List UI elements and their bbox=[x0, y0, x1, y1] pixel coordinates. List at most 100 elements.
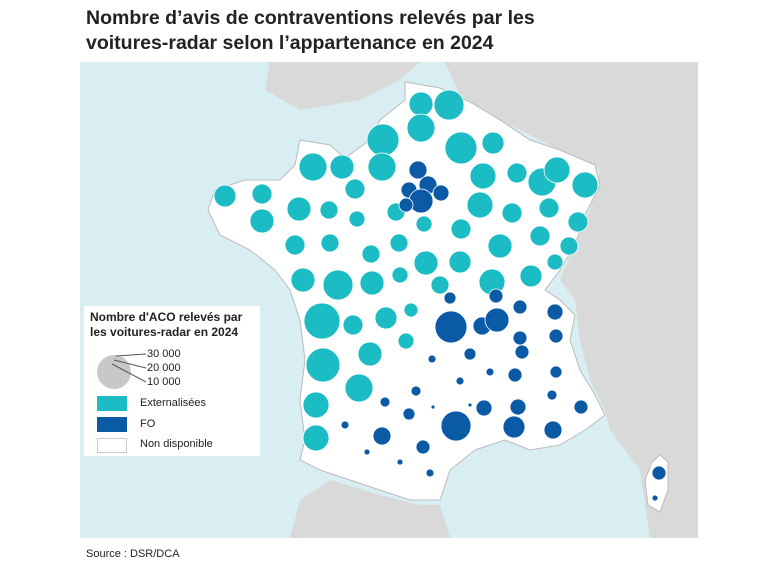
circle-fo bbox=[455, 376, 465, 386]
circle-fo bbox=[488, 288, 504, 304]
circle-fo bbox=[512, 330, 528, 346]
circle-externalisees bbox=[298, 152, 328, 182]
circle-externalisees bbox=[571, 171, 599, 199]
circle-fo bbox=[507, 367, 523, 383]
circle-fo bbox=[372, 426, 392, 446]
circle-externalisees bbox=[501, 202, 523, 224]
france-map bbox=[80, 62, 698, 538]
circle-externalisees bbox=[348, 210, 366, 228]
title-line-1: Nombre d’avis de contraventions relevés … bbox=[86, 7, 535, 29]
source-note: Source : DSR/DCA bbox=[86, 548, 180, 560]
circle-externalisees bbox=[302, 391, 330, 419]
circle-externalisees bbox=[359, 270, 385, 296]
circle-externalisees bbox=[529, 225, 551, 247]
circle-externalisees bbox=[403, 302, 419, 318]
circle-externalisees bbox=[367, 152, 397, 182]
circle-fo bbox=[549, 365, 563, 379]
circle-fo bbox=[415, 439, 431, 455]
circle-externalisees bbox=[286, 196, 312, 222]
circle-externalisees bbox=[213, 184, 237, 208]
circle-fo bbox=[432, 184, 450, 202]
circle-externalisees bbox=[469, 162, 497, 190]
circle-fo bbox=[548, 328, 564, 344]
circle-fo bbox=[430, 404, 436, 410]
circle-fo bbox=[398, 197, 414, 213]
circle-externalisees bbox=[397, 332, 415, 350]
circle-fo bbox=[443, 291, 457, 305]
circle-fo bbox=[402, 407, 416, 421]
circle-externalisees bbox=[361, 244, 381, 264]
legend-title-line-1: Nombre d'ACO relevés par bbox=[90, 310, 243, 324]
label-non-disponible: Non disponible bbox=[140, 438, 213, 450]
circle-externalisees bbox=[249, 208, 275, 234]
circle-fo bbox=[484, 307, 510, 333]
circle-externalisees bbox=[519, 264, 543, 288]
circle-fo bbox=[467, 402, 473, 408]
circle-externalisees bbox=[357, 341, 383, 367]
circle-externalisees bbox=[319, 200, 339, 220]
circle-externalisees bbox=[408, 91, 434, 117]
circle-externalisees bbox=[366, 123, 400, 157]
legend-title-line-2: les voitures-radar en 2024 bbox=[90, 325, 239, 339]
circle-externalisees bbox=[251, 183, 273, 205]
circle-externalisees bbox=[303, 302, 341, 340]
circle-fo bbox=[379, 396, 391, 408]
circle-fo bbox=[340, 420, 350, 430]
circle-externalisees bbox=[448, 250, 472, 274]
circle-externalisees bbox=[415, 215, 433, 233]
circle-fo bbox=[512, 299, 528, 315]
circle-fo bbox=[543, 420, 563, 440]
circle-externalisees bbox=[284, 234, 306, 256]
swatch-non-disponible bbox=[97, 438, 127, 453]
circle-fo bbox=[425, 468, 435, 478]
circle-fo bbox=[485, 367, 495, 377]
circle-fo bbox=[396, 458, 404, 466]
circle-fo bbox=[408, 188, 434, 214]
map-title: Nombre d’avis de contraventions relevés … bbox=[86, 6, 535, 56]
circle-fo bbox=[363, 448, 371, 456]
circle-fo bbox=[546, 303, 564, 321]
label-fo: FO bbox=[140, 418, 156, 430]
circle-layer bbox=[213, 89, 667, 502]
circle-fo bbox=[651, 494, 659, 502]
circle-externalisees bbox=[487, 233, 513, 259]
circle-externalisees bbox=[567, 211, 589, 233]
circle-fo bbox=[434, 310, 468, 344]
circle-fo bbox=[463, 347, 477, 361]
circle-externalisees bbox=[559, 236, 579, 256]
circle-fo bbox=[546, 389, 558, 401]
circle-externalisees bbox=[342, 314, 364, 336]
circle-fo bbox=[475, 399, 493, 417]
circle-externalisees bbox=[546, 253, 564, 271]
circle-fo bbox=[509, 398, 527, 416]
circle-fo bbox=[651, 465, 667, 481]
circle-externalisees bbox=[329, 154, 355, 180]
label-externalisees: Externalisées bbox=[140, 397, 207, 409]
circle-externalisees bbox=[391, 266, 409, 284]
circle-externalisees bbox=[444, 131, 478, 165]
legend-title: Nombre d'ACO relevés par les voitures-rad… bbox=[90, 310, 260, 340]
circle-externalisees bbox=[305, 347, 341, 383]
circle-externalisees bbox=[290, 267, 316, 293]
circle-fo bbox=[440, 410, 472, 442]
swatch-externalisees bbox=[97, 396, 127, 411]
circle-externalisees bbox=[413, 250, 439, 276]
circle-externalisees bbox=[538, 197, 560, 219]
circle-externalisees bbox=[389, 233, 409, 253]
circle-externalisees bbox=[450, 218, 472, 240]
circle-externalisees bbox=[320, 233, 340, 253]
circle-externalisees bbox=[543, 156, 571, 184]
circle-fo bbox=[502, 415, 526, 439]
circle-fo bbox=[514, 344, 530, 360]
circle-externalisees bbox=[344, 178, 366, 200]
circle-externalisees bbox=[302, 424, 330, 452]
circle-fo bbox=[408, 160, 428, 180]
title-line-2: voitures-radar selon l’appartenance en 2… bbox=[86, 32, 494, 54]
size-value-30000: 30 000 bbox=[147, 348, 181, 360]
circle-externalisees bbox=[344, 373, 374, 403]
circle-fo bbox=[573, 399, 589, 415]
circle-externalisees bbox=[322, 269, 354, 301]
circle-externalisees bbox=[406, 113, 436, 143]
legend: Nombre d'ACO relevés par les voitures-rad… bbox=[84, 306, 260, 456]
circle-externalisees bbox=[466, 191, 494, 219]
